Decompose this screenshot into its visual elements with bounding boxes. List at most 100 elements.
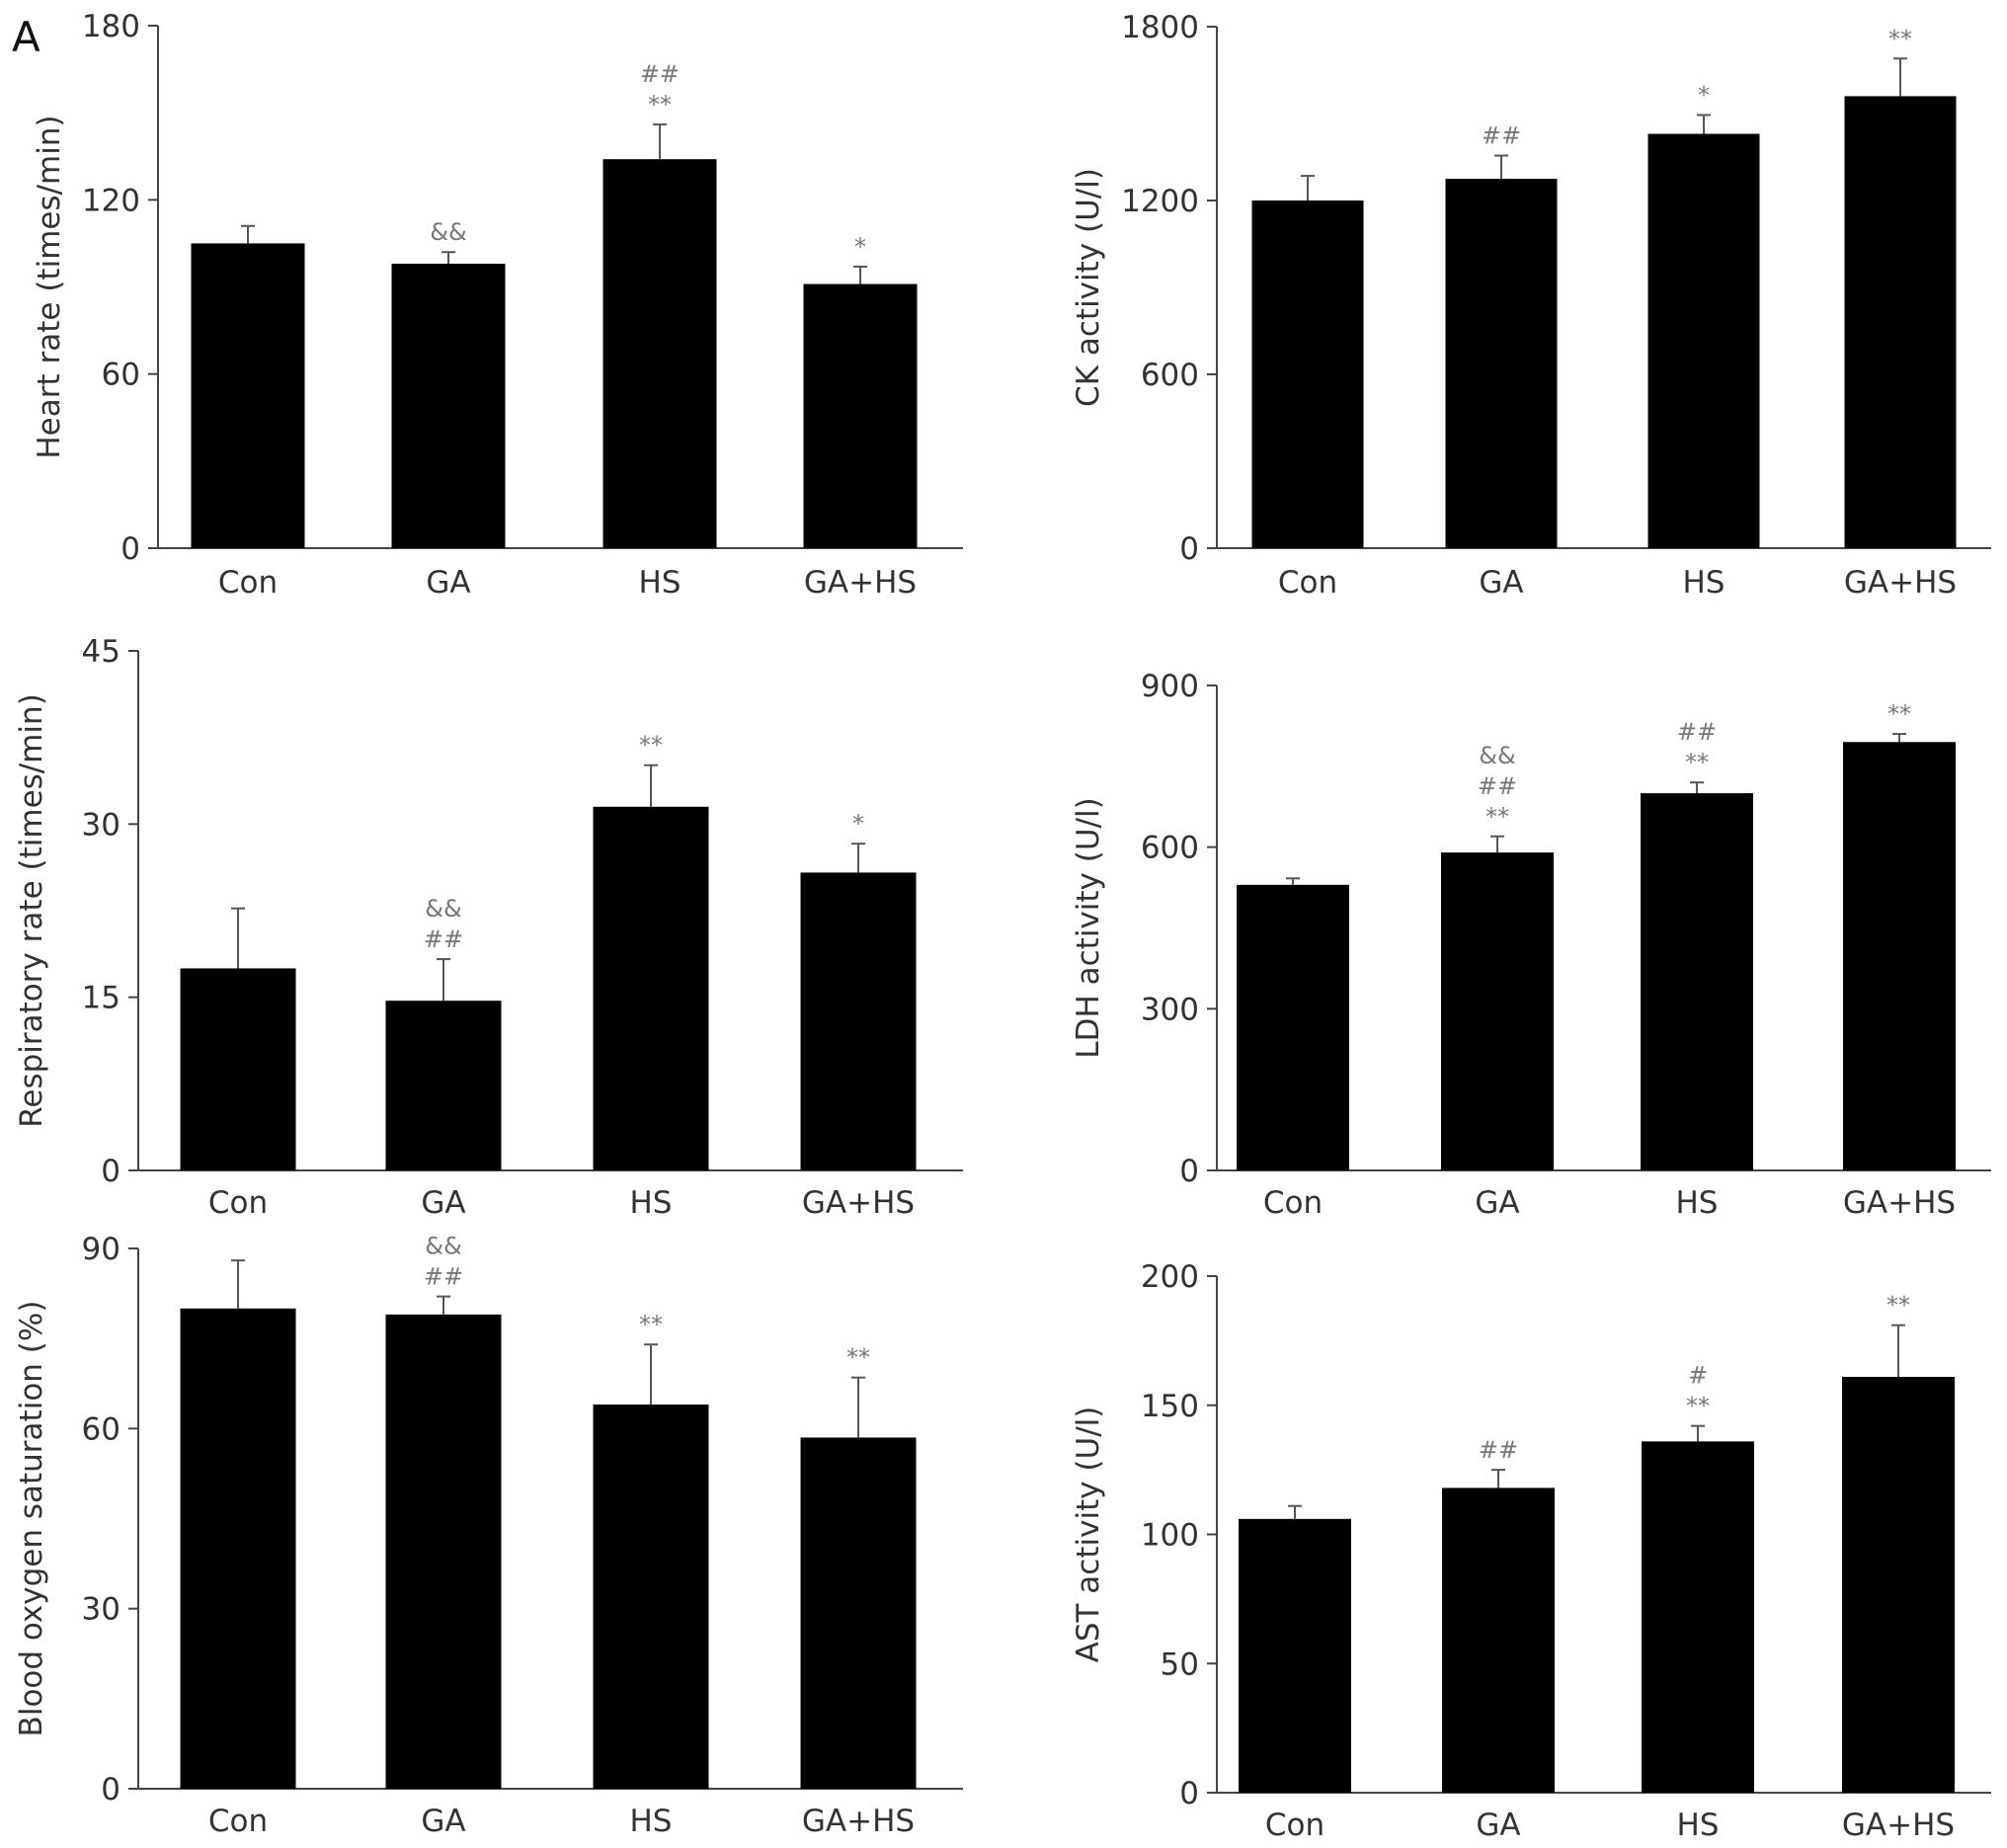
chart1-category-label-1: GA (426, 565, 470, 601)
chart4-bar-0 (1237, 884, 1349, 1170)
chart6-bar-3 (1842, 1376, 1955, 1793)
chart4-ytick-label-3: 900 (1141, 669, 1199, 704)
chart5-bar-3 (800, 1437, 917, 1789)
chart3-annotation-2-0: ** (639, 732, 663, 760)
chart3-category-label-3: GA+HS (802, 1185, 915, 1221)
chart1-ytick-label-0: 0 (120, 531, 140, 567)
chart6-bar-0 (1239, 1518, 1351, 1793)
chart3-category-label-1: GA (421, 1185, 465, 1221)
chart5-ytick-label-3: 90 (82, 1232, 120, 1267)
chart6-category-label-0: Con (1265, 1808, 1325, 1843)
chart4-y-axis-label: LDH activity (U/l) (1071, 797, 1106, 1058)
chart6-category-label-1: GA (1476, 1808, 1520, 1843)
chart2-annotation-2-0: * (1698, 81, 1710, 109)
chart4-annotation-2-1: ** (1685, 749, 1709, 776)
chart2-bar-1 (1445, 179, 1558, 548)
chart5-bar-2 (593, 1405, 709, 1789)
chart3-ytick-label-3: 45 (82, 634, 120, 670)
panel-label: A (12, 13, 40, 61)
chart4-bar-3 (1843, 742, 1956, 1170)
chart5-bar-1 (385, 1314, 502, 1789)
chart4-ytick-label-2: 600 (1141, 831, 1199, 866)
chart2-category-label-1: GA (1479, 565, 1523, 601)
chart6-annotation-1-0: ## (1479, 1436, 1518, 1464)
chart1-category-label-3: GA+HS (804, 565, 917, 601)
chart5-annotation-3-0: ** (846, 1344, 870, 1372)
chart4-category-label-2: HS (1676, 1185, 1719, 1221)
chart4-category-label-3: GA+HS (1843, 1185, 1956, 1221)
chart6-y-axis-label: AST activity (U/l) (1071, 1406, 1106, 1663)
chart3-bar-0 (180, 968, 296, 1170)
chart6-category-label-2: HS (1677, 1808, 1720, 1843)
chart5-bar-0 (180, 1308, 296, 1789)
chart5-category-label-0: Con (208, 1804, 268, 1839)
chart4-annotation-1-1: ## (1478, 772, 1517, 800)
chart4-annotation-2-0: ## (1677, 718, 1717, 746)
chart4-annotation-3-0: ** (1887, 700, 1911, 728)
chart1-y-axis-label: Heart rate (times/min) (32, 115, 67, 458)
chart1-bar-3 (803, 283, 918, 548)
chart6-ytick-label-2: 100 (1141, 1518, 1199, 1554)
chart4-annotation-1-0: && (1479, 742, 1515, 769)
chart3-y-axis-label: Respiratory rate (times/min) (14, 693, 49, 1128)
chart1-bar-0 (191, 243, 305, 548)
chart1-annotation-2-0: ## (640, 60, 680, 88)
chart6-ytick-label-3: 150 (1141, 1389, 1199, 1424)
chart2-ytick-label-0: 0 (1179, 531, 1199, 567)
chart5-annotation-2-0: ** (639, 1311, 663, 1338)
chart2-ytick-label-3: 1800 (1121, 10, 1199, 45)
chart3-bar-2 (593, 806, 709, 1170)
chart2-category-label-2: HS (1683, 565, 1726, 601)
chart3-annotation-3-0: * (852, 810, 864, 838)
chart3-category-label-2: HS (630, 1185, 673, 1221)
chart5-ytick-label-0: 0 (101, 1772, 120, 1808)
chart6-annotation-2-1: ** (1686, 1393, 1710, 1420)
chart2-ytick-label-1: 600 (1141, 358, 1199, 393)
chart3-bar-1 (385, 1001, 502, 1170)
chart2-category-label-0: Con (1278, 565, 1337, 601)
chart4-bar-2 (1641, 793, 1753, 1170)
chart6-annotation-2-0: # (1688, 1362, 1708, 1390)
chart2-annotation-3-0: ** (1888, 25, 1912, 52)
chart5-category-label-3: GA+HS (802, 1804, 915, 1839)
chart5-annotation-1-1: ## (424, 1263, 463, 1291)
chart1-category-label-0: Con (218, 565, 278, 601)
chart3-ytick-label-0: 0 (101, 1154, 120, 1189)
chart1-ytick-label-3: 180 (82, 9, 140, 44)
chart1-ytick-label-1: 60 (102, 358, 140, 393)
chart2-ytick-label-2: 1200 (1121, 184, 1199, 219)
chart5-y-axis-label: Blood oxygen saturation (%) (14, 1301, 49, 1737)
chart3-annotation-1-0: && (425, 895, 461, 923)
chart6-annotation-3-0: ** (1887, 1292, 1910, 1320)
chart2-bar-2 (1647, 133, 1760, 549)
chart3-annotation-1-1: ## (424, 925, 463, 953)
chart6-ytick-label-4: 200 (1141, 1259, 1199, 1295)
chart1-bar-1 (391, 263, 506, 548)
chart6-bar-1 (1442, 1487, 1555, 1793)
chart2-y-axis-label: CK activity (U/l) (1071, 168, 1106, 407)
chart3-ytick-label-1: 15 (82, 981, 120, 1016)
chart2-category-label-3: GA+HS (1844, 565, 1957, 601)
chart6-ytick-label-0: 0 (1179, 1776, 1199, 1811)
chart4-ytick-label-1: 300 (1141, 992, 1199, 1027)
chart4-bar-1 (1441, 852, 1554, 1170)
chart2-bar-0 (1251, 201, 1364, 548)
chart5-category-label-1: GA (421, 1804, 465, 1839)
chart2-annotation-1-0: ## (1482, 122, 1521, 150)
chart4-category-label-0: Con (1263, 1185, 1323, 1221)
chart1-annotation-1-0: && (430, 218, 466, 246)
chart3-category-label-0: Con (208, 1185, 268, 1221)
chart3-ytick-label-2: 30 (82, 807, 120, 843)
chart5-category-label-2: HS (630, 1804, 673, 1839)
chart1-bar-2 (602, 159, 717, 548)
chart6-category-label-3: GA+HS (1842, 1808, 1955, 1843)
chart5-ytick-label-1: 30 (82, 1592, 120, 1628)
chart6-ytick-label-1: 50 (1161, 1647, 1199, 1682)
chart4-ytick-label-0: 0 (1179, 1154, 1199, 1189)
chart6-bar-2 (1642, 1441, 1754, 1793)
chart4-annotation-1-2: ** (1485, 803, 1509, 831)
chart5-annotation-1-0: && (425, 1233, 461, 1260)
chart2-bar-3 (1844, 96, 1957, 549)
